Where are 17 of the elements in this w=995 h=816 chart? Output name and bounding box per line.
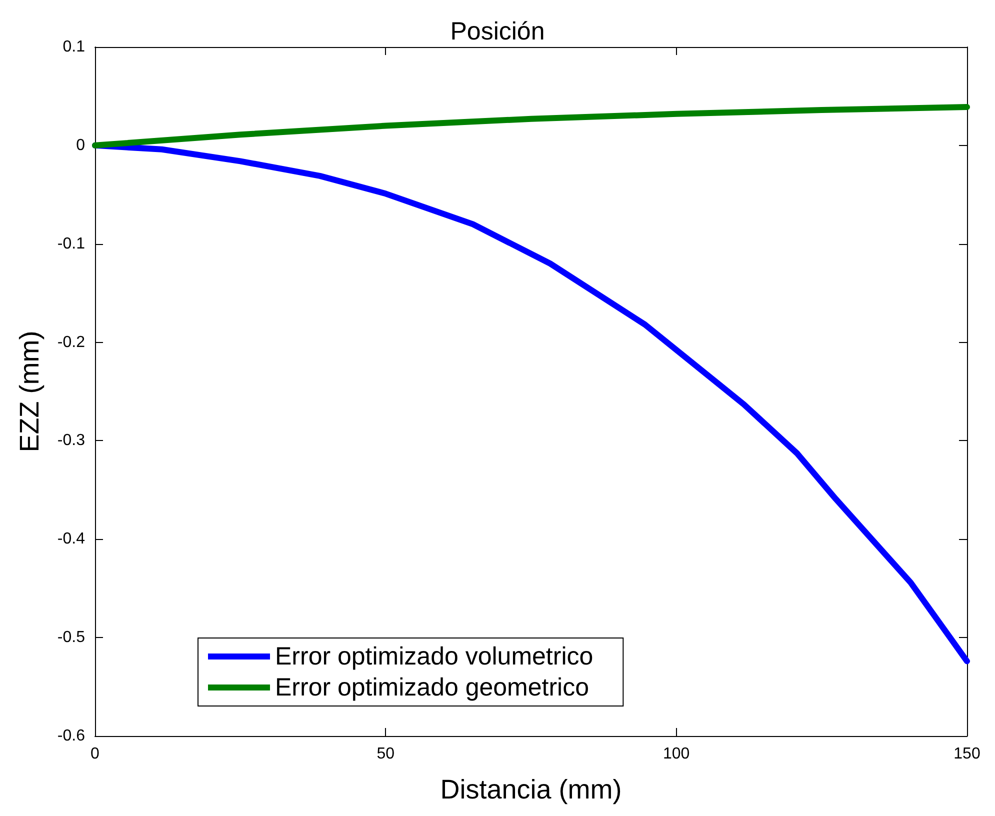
x-tick-label: 50 <box>376 746 395 762</box>
legend-label: Error optimizado volumetrico <box>275 642 594 670</box>
y-tick-label: -0.3 <box>57 432 86 450</box>
y-axis-title: EZZ (mm) <box>14 330 44 452</box>
y-tick-label: -0.2 <box>57 334 86 351</box>
y-tick-label: 0.1 <box>62 38 86 56</box>
x-tick-label: 0 <box>90 746 100 762</box>
x-tick-label: 100 <box>662 746 690 762</box>
y-tick-label: -0.1 <box>57 235 86 252</box>
legend-label: Error optimizado geometrico <box>275 674 590 702</box>
x-tick-label: 150 <box>954 746 980 762</box>
y-tick-label: -0.5 <box>57 629 86 646</box>
y-tick-label: -0.6 <box>57 728 86 744</box>
y-tick-label: 0 <box>76 136 86 154</box>
y-tick-label: -0.4 <box>57 530 86 548</box>
chart-title: Posición <box>450 18 545 46</box>
x-axis-title: Distancia (mm) <box>440 774 622 804</box>
